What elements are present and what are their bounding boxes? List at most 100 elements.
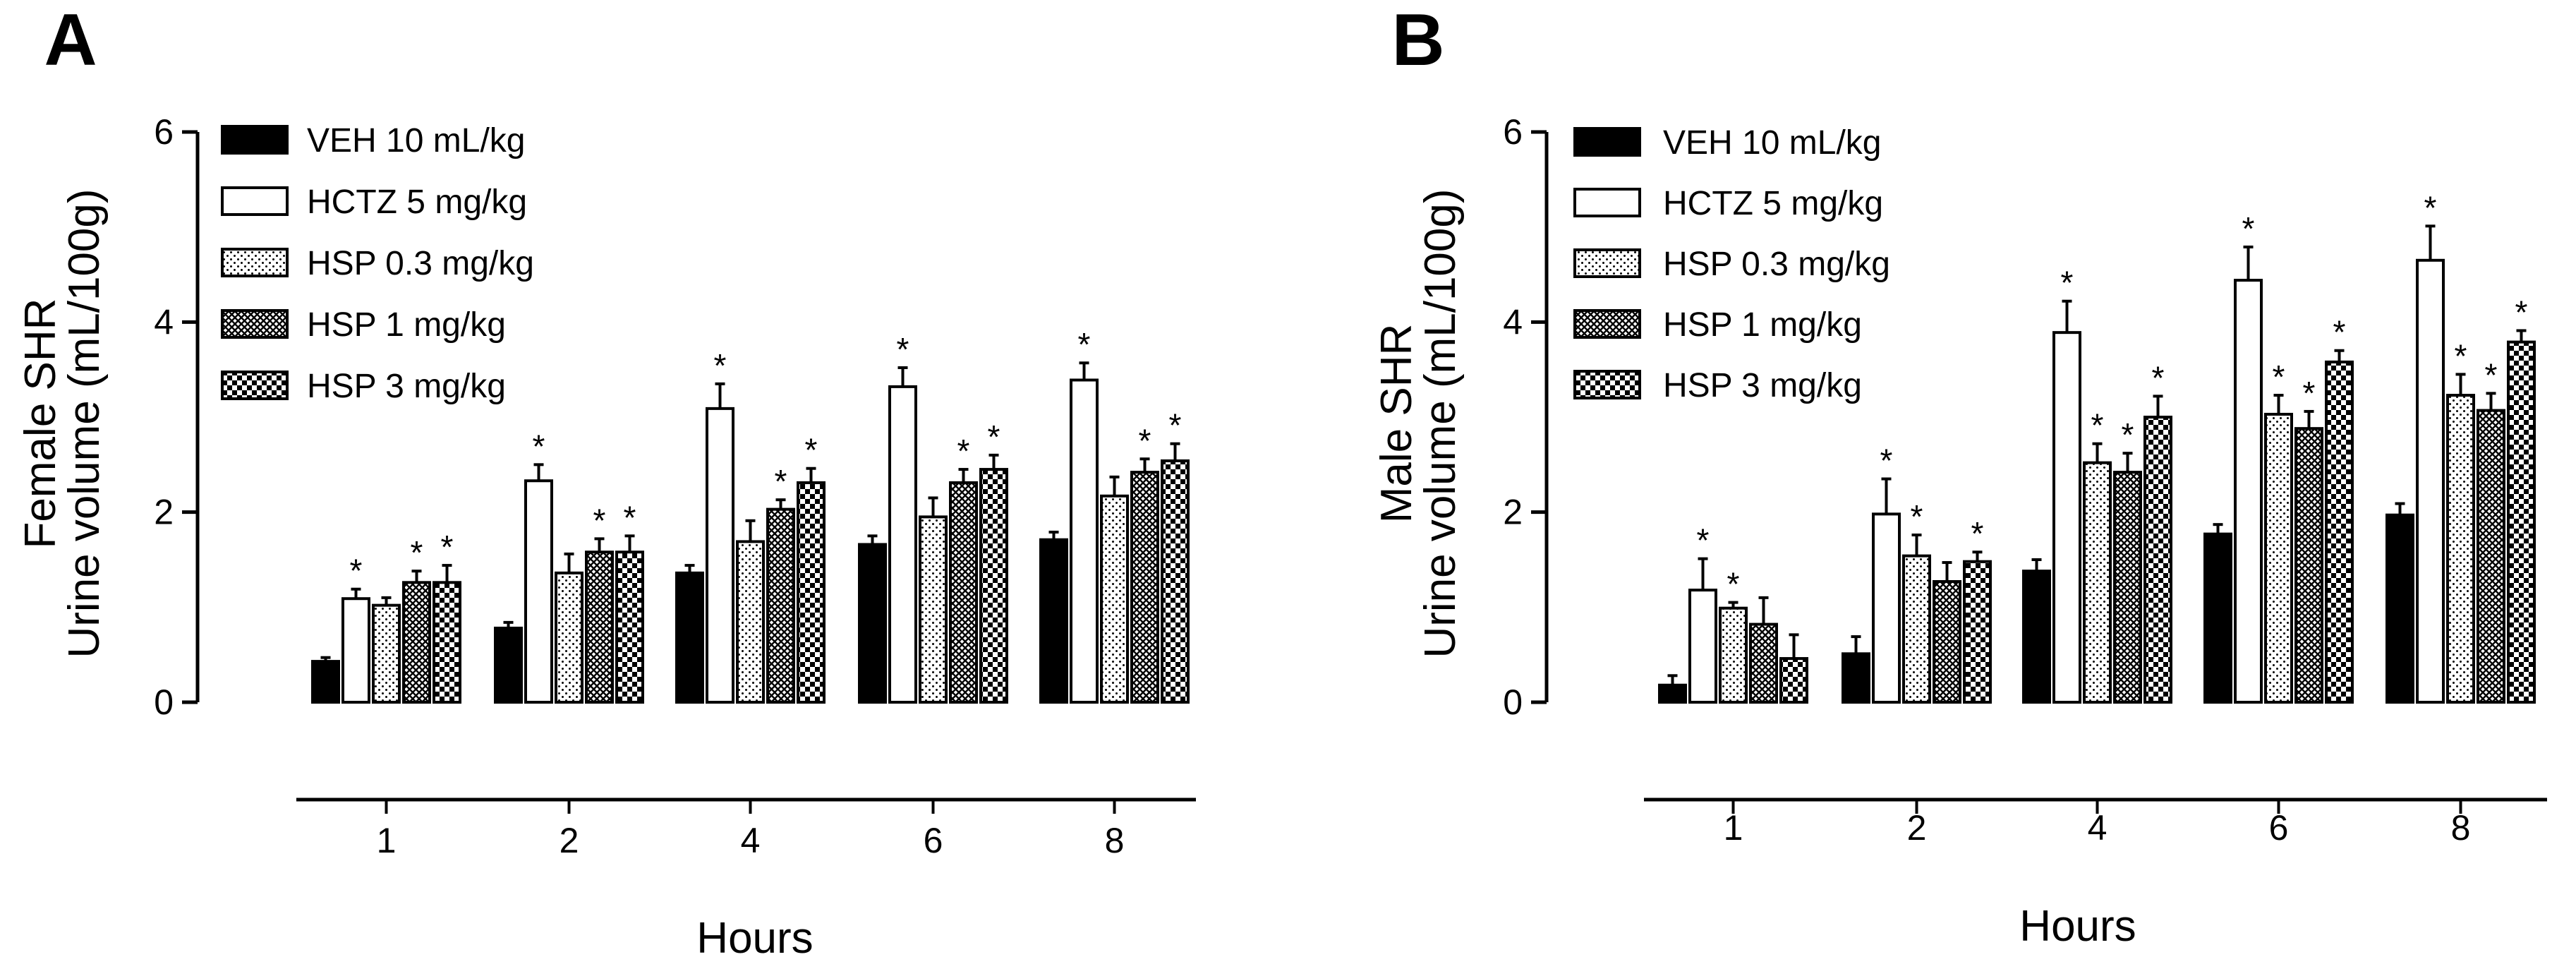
significance-star: * <box>593 502 606 538</box>
significance-star: * <box>533 428 545 464</box>
significance-star: * <box>988 419 1000 455</box>
y-tick-label: 0 <box>1503 682 1523 722</box>
x-tick-label: 2 <box>1907 808 1927 848</box>
y-tick-label: 4 <box>1503 302 1523 342</box>
bar <box>2446 394 2475 704</box>
significance-star: * <box>2485 356 2498 393</box>
bar <box>2052 331 2081 704</box>
legend-label: HSP 1 mg/kg <box>1663 306 1862 344</box>
legend-swatch <box>221 248 289 277</box>
bar <box>1963 560 1992 704</box>
bar <box>2143 416 2172 704</box>
bar <box>1130 471 1159 704</box>
bar <box>736 540 765 704</box>
bar <box>1719 606 1748 704</box>
significance-star: * <box>714 347 727 384</box>
significance-star: * <box>1727 566 1740 603</box>
significance-star: * <box>2122 416 2134 453</box>
bar <box>311 660 340 704</box>
bar <box>433 581 461 704</box>
x-tick-label: 2 <box>560 821 579 860</box>
bar <box>1688 589 1717 704</box>
significance-star: * <box>2303 375 2316 411</box>
bar <box>675 571 704 704</box>
legend-swatch <box>1573 127 1641 157</box>
legend-swatch <box>221 186 289 216</box>
x-axis-title: Hours <box>2019 902 2136 951</box>
significance-star: * <box>1880 443 1893 479</box>
significance-star: * <box>2061 265 2074 301</box>
significance-star: * <box>2152 359 2165 396</box>
x-tick-label: 6 <box>924 821 943 860</box>
significance-star: * <box>1697 522 1710 559</box>
bar <box>1842 652 1870 704</box>
bar <box>2325 360 2354 704</box>
significance-star: * <box>775 463 787 500</box>
bar <box>706 407 734 704</box>
y-axis-title: Male SHR <box>1372 324 1421 524</box>
bar <box>1749 622 1778 704</box>
bar <box>1070 378 1099 704</box>
bar <box>1039 538 1068 704</box>
significance-star: * <box>2333 314 2346 351</box>
bar <box>524 479 553 704</box>
y-axis-title: Urine volume (mL/100g) <box>60 188 109 658</box>
significance-star: * <box>2515 294 2528 330</box>
legend-label: HCTZ 5 mg/kg <box>307 183 527 221</box>
x-tick-label: 4 <box>741 821 761 860</box>
bar <box>2507 340 2536 704</box>
bar <box>2203 532 2232 704</box>
panel-label: B <box>1391 0 1444 81</box>
significance-star: * <box>624 499 636 536</box>
legend-swatch <box>221 309 289 339</box>
y-tick-label: 6 <box>154 112 174 152</box>
bar <box>797 481 826 704</box>
y-axis-title: Urine volume (mL/100g) <box>1416 188 1465 658</box>
significance-star: * <box>1911 498 1923 535</box>
legend-label: HSP 1 mg/kg <box>307 306 506 344</box>
bar <box>2113 471 2142 704</box>
bar <box>2083 461 2112 704</box>
y-tick-label: 6 <box>1503 112 1523 152</box>
significance-star: * <box>1169 407 1182 444</box>
bar <box>494 626 523 704</box>
bar <box>766 507 795 704</box>
panel-label: A <box>44 0 97 81</box>
legend-swatch <box>1573 309 1641 339</box>
bar <box>2385 513 2414 704</box>
legend-swatch <box>221 125 289 155</box>
bar <box>615 550 644 704</box>
legend-label: HSP 0.3 mg/kg <box>307 245 534 282</box>
bar <box>888 385 917 704</box>
legend-swatch <box>1573 370 1641 399</box>
legend-swatch <box>221 371 289 400</box>
x-tick-label: 1 <box>377 821 397 860</box>
x-tick-label: 1 <box>1724 808 1743 848</box>
legend-label: VEH 10 mL/kg <box>1663 124 1881 162</box>
legend-label: HSP 0.3 mg/kg <box>1663 246 1890 283</box>
bar <box>1933 579 1961 704</box>
significance-star: * <box>897 331 909 368</box>
y-tick-label: 0 <box>154 682 174 722</box>
bar <box>372 603 401 704</box>
significance-star: * <box>1078 326 1091 363</box>
bar <box>919 515 948 704</box>
legend-label: HCTZ 5 mg/kg <box>1663 185 1883 222</box>
bar <box>979 468 1008 704</box>
significance-star: * <box>2091 407 2104 444</box>
y-tick-label: 4 <box>154 302 174 342</box>
bar <box>2294 427 2323 704</box>
legend-label: HSP 3 mg/kg <box>1663 367 1862 404</box>
bar <box>1902 554 1931 704</box>
x-tick-label: 6 <box>2269 808 2289 848</box>
bar <box>949 481 978 704</box>
significance-star: * <box>2273 359 2285 395</box>
bar <box>402 581 431 704</box>
bar <box>2416 258 2445 704</box>
bar <box>585 550 614 704</box>
y-tick-label: 2 <box>1503 493 1523 532</box>
bar <box>2234 279 2263 704</box>
bar <box>341 597 370 704</box>
legend-label: HSP 3 mg/kg <box>307 368 506 405</box>
